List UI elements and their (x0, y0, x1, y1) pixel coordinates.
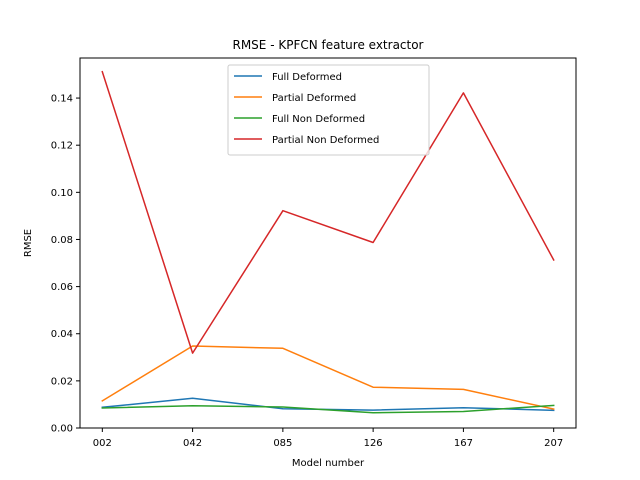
x-tick-label-085: 085 (273, 438, 292, 449)
plot-frame (79, 57, 577, 429)
y-tick-label-0: 0.00 (51, 424, 73, 435)
y-axis-label: RMSE (23, 229, 34, 257)
series-line-full-non-deformed (101, 404, 555, 414)
y-tick-label-3: 0.06 (51, 282, 73, 293)
series-line-partial-non-deformed (101, 70, 555, 354)
x-tick-label-207: 207 (544, 438, 563, 449)
x-tick-label-002: 002 (93, 438, 112, 449)
y-tick-label-6: 0.12 (51, 141, 73, 152)
y-tick-label-5: 0.10 (51, 188, 73, 199)
x-tick-label-167: 167 (454, 438, 473, 449)
x-axis: 002 042 085 126 167 207 (93, 428, 563, 449)
legend-label-full-deformed: Full Deformed (272, 72, 342, 83)
legend-label-partial-non-deformed: Partial Non Deformed (272, 135, 379, 146)
x-axis-label: Model number (292, 458, 365, 469)
y-tick-label-4: 0.08 (51, 235, 73, 246)
series-line-partial-deformed (101, 345, 555, 410)
legend: Full Deformed Partial Deformed Full Non De… (227, 64, 430, 156)
y-tick-label-1: 0.02 (51, 376, 73, 387)
chart-title: RMSE - KPFCN feature extractor (232, 38, 423, 52)
legend-label-partial-deformed: Partial Deformed (272, 93, 356, 104)
y-tick-label-7: 0.14 (51, 94, 73, 105)
y-tick-label-2: 0.04 (51, 329, 73, 340)
y-axis: 0.00 0.02 0.04 0.06 0.08 0.10 0.12 0.14 (51, 94, 80, 435)
series-layer (101, 70, 555, 414)
x-tick-label-126: 126 (364, 438, 383, 449)
x-tick-label-042: 042 (183, 438, 202, 449)
legend-label-full-non-deformed: Full Non Deformed (272, 114, 365, 125)
legend-box (227, 64, 430, 156)
